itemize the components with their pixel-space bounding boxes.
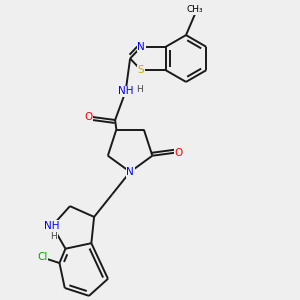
Text: CH₃: CH₃ xyxy=(187,5,203,14)
Text: N: N xyxy=(137,42,145,52)
Text: Cl: Cl xyxy=(37,253,47,262)
Text: H: H xyxy=(136,85,142,94)
Text: H: H xyxy=(50,232,57,241)
Text: NH: NH xyxy=(118,86,134,97)
Text: NH: NH xyxy=(44,221,60,231)
Text: O: O xyxy=(175,148,183,158)
Text: O: O xyxy=(84,112,93,122)
Text: N: N xyxy=(126,167,134,177)
Text: S: S xyxy=(138,65,145,75)
